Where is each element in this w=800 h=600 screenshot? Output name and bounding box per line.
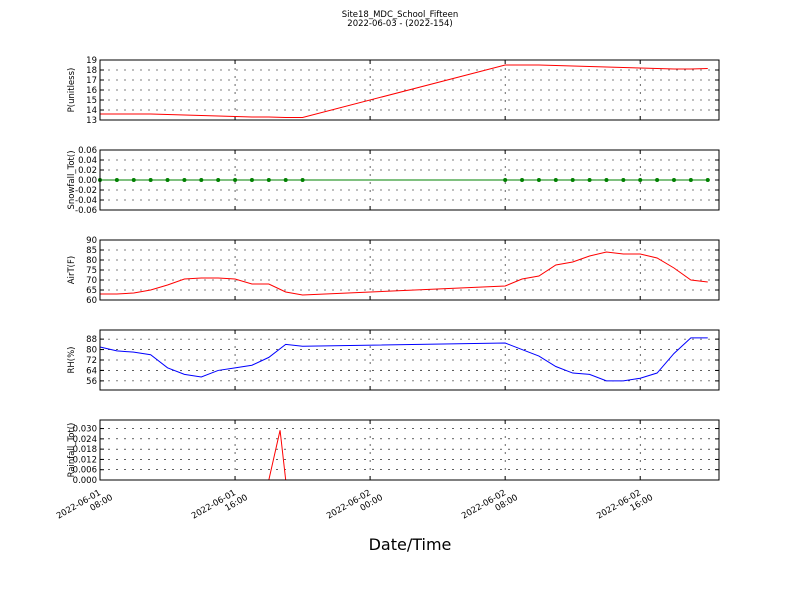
y-tick-label: 0.012 [73,455,97,465]
data-marker [688,178,693,182]
y-tick-label: 17 [86,76,97,86]
plot-frame [99,419,720,481]
y-tick-label: 85 [86,246,97,256]
y-tick-label: 72 [86,356,97,366]
y-tick-label: 65 [86,286,97,296]
plot-frame [99,239,720,301]
data-marker [114,178,119,182]
y-tick-label: -0.02 [75,186,97,196]
y-tick-label: 0.018 [73,445,97,455]
data-marker [199,178,204,182]
y-tick-label: -0.06 [75,206,97,216]
data-marker [249,178,254,182]
data-marker [604,178,609,182]
y-tick-label: 13 [86,116,97,126]
y-tick-label: 80 [86,346,97,356]
y-tick-label: 88 [86,335,97,345]
data-marker [705,178,710,182]
data-marker [671,178,676,182]
data-marker [131,178,136,182]
data-marker [182,178,187,182]
y-tick-label: 0.000 [73,476,97,486]
y-axis-label: AirT(F) [67,256,77,284]
data-marker [283,178,288,182]
data-marker [520,178,525,182]
data-line [99,337,708,382]
figure-title: Site18_MDC_School_Fifteen [342,10,459,20]
figure-subtitle: 2022-06-03 - (2022-154) [347,19,452,29]
data-marker [553,178,558,182]
y-tick-label: 0.02 [78,166,97,176]
plot-frame [99,149,720,211]
y-tick-label: 56 [86,377,97,387]
y-tick-label: 0.00 [78,176,97,186]
data-marker [266,178,271,182]
y-tick-label: 15 [86,96,97,106]
data-marker [570,178,575,182]
data-marker [165,178,170,182]
data-line [100,64,708,118]
y-tick-label: 60 [86,296,97,306]
y-tick-label: 0.06 [78,146,97,156]
data-marker [148,178,153,182]
y-tick-label: 14 [86,106,97,116]
y-tick-label: 0.024 [73,435,97,445]
data-marker [216,178,221,182]
data-line [100,251,708,296]
data-marker [300,178,305,182]
plot-frame [99,59,720,121]
y-tick-label: 19 [86,56,97,66]
y-tick-label: 16 [86,86,97,96]
data-marker [233,178,238,182]
x-axis-label: Date/Time [369,535,452,554]
data-marker [587,178,592,182]
y-tick-label: 0.030 [73,425,97,435]
data-marker [536,178,541,182]
y-tick-label: 90 [86,236,97,246]
y-tick-label: 80 [86,256,97,266]
y-tick-label: 0.006 [73,466,97,476]
plot-frame [99,329,720,391]
y-tick-label: -0.04 [75,196,97,206]
data-marker [621,178,626,182]
y-tick-label: 64 [86,366,97,376]
y-axis-label: RH(%) [67,346,77,373]
y-tick-label: 18 [86,66,97,76]
y-axis-label: Rainfall_Tot() [67,423,77,478]
data-marker [638,178,643,182]
data-marker [503,178,508,182]
y-axis-label: P(unitless) [67,68,77,113]
data-marker [655,178,660,182]
y-tick-label: 75 [86,266,97,276]
y-tick-label: 70 [86,276,97,286]
y-tick-label: 0.04 [78,156,97,166]
y-axis-label: Snowfall_Tot() [67,150,77,209]
